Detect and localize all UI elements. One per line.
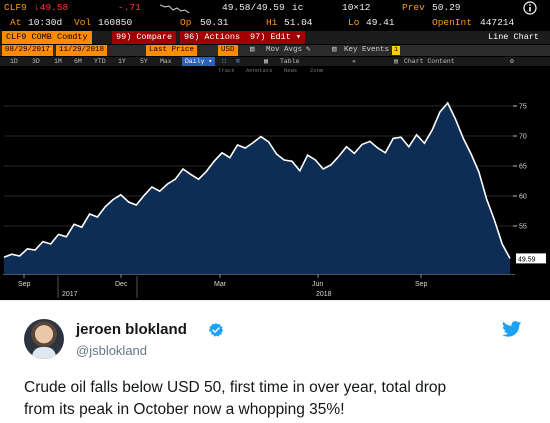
- table-icon[interactable]: ▦: [264, 58, 268, 65]
- frequency-label: Daily: [185, 58, 205, 65]
- op-label: Op: [180, 17, 192, 28]
- bid-ask-size: 10×12: [342, 2, 371, 13]
- currency-selector[interactable]: USD: [218, 45, 238, 56]
- quote-stats: At 10:30d Vol 160850 Op 50.31 Hi 51.04 L…: [0, 16, 550, 30]
- period-bar: 1D 3D 1M 6M YTD 1Y 5Y Max Daily ▾ □ ≋ ▦ …: [0, 57, 550, 66]
- y-axis-ticks: 55 60 65 70 75: [513, 104, 527, 231]
- chart-view-label: Line Chart: [488, 32, 540, 42]
- hi-label: Hi: [266, 17, 278, 28]
- tool-news[interactable]: News: [284, 67, 298, 74]
- period-3d[interactable]: 3D: [32, 58, 40, 65]
- function-toolbar: CLF9 COMB Comdty 99) Compare 96) Actions…: [0, 31, 550, 44]
- x-tick-label-2: Mar: [214, 281, 227, 288]
- actions-menu[interactable]: 96) Actions ▾: [180, 31, 255, 44]
- bloomberg-terminal: CLF9 ↓49.58 -.71 49.58/49.59 ic 10×12 Pr…: [0, 0, 550, 300]
- start-date-field[interactable]: 08/29/2017: [2, 45, 54, 56]
- lo-value: 49.41: [366, 17, 395, 28]
- year-label-1: 2018: [316, 291, 332, 298]
- y-tick-label-4: 75: [519, 104, 527, 111]
- period-1m[interactable]: 1M: [54, 58, 62, 65]
- y-tick-label-2: 65: [519, 164, 527, 171]
- x-axis-line: [3, 274, 515, 275]
- last-price: ↓49.58: [34, 2, 69, 13]
- prev-value: 50.29: [432, 2, 461, 13]
- range-bar: 08/29/2017 - 11/29/2018 Last Price USD ▤…: [0, 45, 550, 56]
- user-handle[interactable]: @jsblokland: [76, 343, 148, 358]
- quote-time: 10:30d: [28, 17, 63, 28]
- vol-label: Vol: [74, 17, 92, 28]
- x-tick-label-1: Dec: [115, 281, 128, 288]
- candles-icon[interactable]: □: [222, 58, 226, 65]
- chart-content-button[interactable]: Chart Content: [404, 58, 455, 65]
- price-change: -.71: [118, 2, 141, 13]
- security-tag[interactable]: CLF9 COMB Comdty: [2, 31, 92, 44]
- gear-icon[interactable]: ⚙: [510, 58, 514, 65]
- end-date-field[interactable]: 11/29/2018: [56, 45, 108, 56]
- year-label-0: 2017: [62, 291, 78, 298]
- pencil-icon[interactable]: ✎: [306, 46, 311, 54]
- lo-label: Lo: [348, 17, 360, 28]
- tweet-text: Crude oil falls below USD 50, first time…: [24, 377, 524, 421]
- period-6m[interactable]: 6M: [74, 58, 82, 65]
- verified-badge-icon: [208, 323, 224, 337]
- hi-value: 51.04: [284, 17, 313, 28]
- y-tick-label-1: 60: [519, 194, 527, 201]
- openint-label: OpenInt: [432, 17, 472, 28]
- bid-ask: 49.58/49.59: [222, 2, 285, 13]
- table-button[interactable]: Table: [280, 58, 300, 65]
- tweet-text-line-1: Crude oil falls below USD 50, first time…: [24, 379, 447, 396]
- quote-header: CLF9 ↓49.58 -.71 49.58/49.59 ic 10×12 Pr…: [0, 0, 550, 16]
- vol-value: 160850: [98, 17, 133, 28]
- last-value-marker: 49.59: [516, 253, 546, 264]
- bid-ask-suffix: ic: [292, 2, 304, 13]
- chart-type-icon[interactable]: ▤: [250, 46, 255, 54]
- x-tick-label-4: Sep: [415, 281, 428, 288]
- last-value-box: [516, 253, 546, 264]
- period-1d[interactable]: 1D: [10, 58, 18, 65]
- y-tick-label-3: 70: [519, 134, 527, 141]
- date-separator: -: [48, 46, 53, 54]
- price-line: [3, 101, 511, 259]
- compare-button[interactable]: 99) Compare: [112, 31, 177, 44]
- price-area: [4, 103, 510, 274]
- x-tick-label-3: Jun: [312, 281, 323, 288]
- collapse-icon[interactable]: «: [352, 58, 356, 65]
- ticker: CLF9: [4, 2, 27, 13]
- x-axis-ticks: Sep Dec Mar Jun Sep 2017 2018: [18, 274, 428, 298]
- chart-content-icon: ▤: [394, 58, 398, 65]
- display-name[interactable]: jeroen blokland: [76, 321, 187, 338]
- tweet-card: jeroen blokland @jsblokland Crude oil fa…: [0, 300, 550, 423]
- line-style-icon[interactable]: ≋: [236, 58, 240, 65]
- avatar-shirt: [32, 347, 56, 359]
- tweet-text-line-2: from its peak in October now a whopping …: [24, 401, 345, 418]
- last-value-label: 49.59: [518, 256, 536, 263]
- tool-zoom[interactable]: Zoom: [310, 67, 324, 74]
- period-5y[interactable]: 5Y: [140, 58, 148, 65]
- x-tick-label-0: Sep: [18, 281, 31, 288]
- y-tick-label-0: 55: [519, 224, 527, 231]
- field-selector[interactable]: Last Price: [146, 45, 198, 56]
- period-ytd[interactable]: YTD: [94, 58, 106, 65]
- key-events-icon: ▤: [332, 46, 337, 54]
- sparkline-icon: [160, 4, 190, 14]
- op-value: 50.31: [200, 17, 229, 28]
- tool-annotate[interactable]: Annotate: [246, 67, 273, 74]
- info-icon[interactable]: [523, 1, 537, 15]
- period-max[interactable]: Max: [160, 58, 172, 65]
- period-1y[interactable]: 1Y: [118, 58, 126, 65]
- openint-value: 447214: [480, 17, 515, 28]
- mov-avgs-toggle[interactable]: Mov Avgs: [266, 46, 303, 54]
- price-chart: Sep Dec Mar Jun Sep 2017 2018 55 60 65 70 75 49.59: [3, 101, 546, 298]
- tools-bar: Track Annotate News Zoom: [0, 67, 550, 75]
- key-events-info-icon[interactable]: i: [392, 46, 401, 55]
- edit-menu[interactable]: 97) Edit ▾: [246, 31, 306, 44]
- frequency-selector[interactable]: Daily ▾: [182, 57, 216, 66]
- key-events-toggle[interactable]: Key Events: [344, 46, 390, 54]
- tool-track[interactable]: Track: [218, 67, 235, 74]
- twitter-bird-icon[interactable]: [502, 321, 522, 337]
- avatar[interactable]: [24, 319, 64, 359]
- at-label: At: [10, 17, 22, 28]
- prev-label: Prev: [402, 2, 425, 13]
